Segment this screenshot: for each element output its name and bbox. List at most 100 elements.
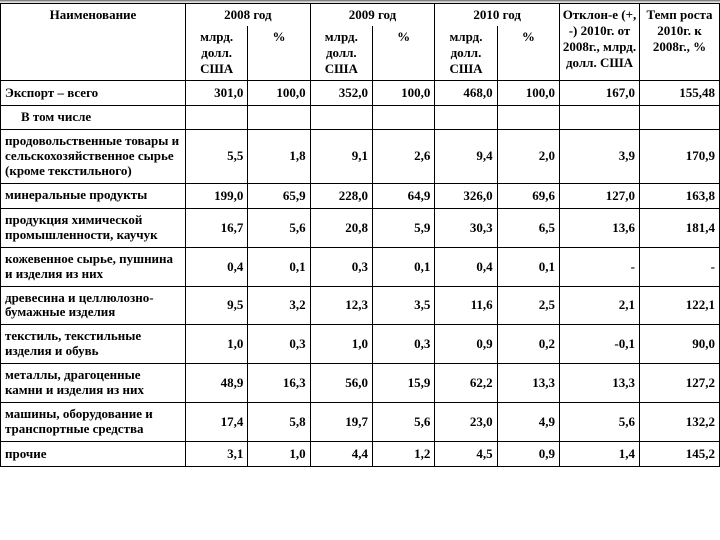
cell-v2008: 0,4 (186, 247, 248, 286)
col-2010: 2010 год (435, 4, 560, 27)
table-body: Экспорт – всего301,0100,0352,0100,0468,0… (1, 81, 720, 467)
cell-p2010: 0,1 (497, 247, 559, 286)
col-2010-pct: % (497, 26, 559, 81)
cell (310, 106, 372, 130)
cell-dev: 2,1 (560, 286, 640, 325)
cell-p2008: 5,8 (248, 403, 310, 442)
row-label: продовольственные товары и сельскохозяйс… (1, 129, 186, 183)
cell-p2008: 3,2 (248, 286, 310, 325)
cell-p2009: 1,2 (372, 442, 434, 467)
table-row: древесина и целлюлозно-бумажные изделия9… (1, 286, 720, 325)
cell-v2010: 4,5 (435, 442, 497, 467)
cell-p2009: 5,6 (372, 403, 434, 442)
cell-v2009: 20,8 (310, 208, 372, 247)
cell-v2010: 30,3 (435, 208, 497, 247)
cell-p2009: 0,3 (372, 325, 434, 364)
col-2008-pct: % (248, 26, 310, 81)
cell-v2010: 0,9 (435, 325, 497, 364)
cell (560, 106, 640, 130)
row-label: минеральные продукты (1, 183, 186, 208)
row-label: металлы, драгоценные камни и изделия из … (1, 364, 186, 403)
col-2008: 2008 год (186, 4, 311, 27)
cell (435, 106, 497, 130)
cell-p2009: 64,9 (372, 183, 434, 208)
cell-p2009: 3,5 (372, 286, 434, 325)
cell-v2009: 12,3 (310, 286, 372, 325)
col-deviation: Отклон-е (+, -) 2010г. от 2008г., млрд. … (560, 4, 640, 81)
cell-p2009: 100,0 (372, 81, 434, 106)
cell-dev: 1,4 (560, 442, 640, 467)
table-row: прочие3,11,04,41,24,50,91,4145,2 (1, 442, 720, 467)
cell-p2010: 2,0 (497, 129, 559, 183)
table-row: минеральные продукты199,065,9228,064,932… (1, 183, 720, 208)
cell-v2009: 4,4 (310, 442, 372, 467)
cell-dev: - (560, 247, 640, 286)
cell-v2009: 56,0 (310, 364, 372, 403)
cell-p2008: 16,3 (248, 364, 310, 403)
row-label: текстиль, текстильные изделия и обувь (1, 325, 186, 364)
cell-v2009: 352,0 (310, 81, 372, 106)
cell-v2009: 9,1 (310, 129, 372, 183)
cell-tempo: 90,0 (640, 325, 720, 364)
table-row: продовольственные товары и сельскохозяйс… (1, 129, 720, 183)
col-2009-mlrd: млрд. долл. США (310, 26, 372, 81)
cell-p2010: 0,9 (497, 442, 559, 467)
cell-v2010: 23,0 (435, 403, 497, 442)
cell-p2008: 0,1 (248, 247, 310, 286)
cell-v2010: 468,0 (435, 81, 497, 106)
cell-tempo: 170,9 (640, 129, 720, 183)
cell (640, 106, 720, 130)
cell-dev: 167,0 (560, 81, 640, 106)
cell-p2010: 4,9 (497, 403, 559, 442)
col-2009-pct: % (372, 26, 434, 81)
cell-tempo: 163,8 (640, 183, 720, 208)
col-name: Наименование (1, 4, 186, 81)
cell-p2010: 0,2 (497, 325, 559, 364)
export-table: Наименование 2008 год 2009 год 2010 год … (0, 3, 720, 467)
row-label: Экспорт – всего (1, 81, 186, 106)
cell-p2010: 69,6 (497, 183, 559, 208)
cell-p2009: 2,6 (372, 129, 434, 183)
cell-v2008: 9,5 (186, 286, 248, 325)
cell-v2009: 19,7 (310, 403, 372, 442)
cell-v2008: 1,0 (186, 325, 248, 364)
cell-tempo: - (640, 247, 720, 286)
cell-v2009: 1,0 (310, 325, 372, 364)
col-2010-mlrd: млрд. долл. США (435, 26, 497, 81)
table-row: В том числе (1, 106, 720, 130)
cell-v2009: 228,0 (310, 183, 372, 208)
cell-v2008: 17,4 (186, 403, 248, 442)
col-2008-mlrd: млрд. долл. США (186, 26, 248, 81)
row-label: кожевенное сырье, пушнина и изделия из н… (1, 247, 186, 286)
cell-p2010: 2,5 (497, 286, 559, 325)
cell (248, 106, 310, 130)
cell-tempo: 127,2 (640, 364, 720, 403)
cell-tempo: 145,2 (640, 442, 720, 467)
cell-dev: 3,9 (560, 129, 640, 183)
cell-dev: 5,6 (560, 403, 640, 442)
cell-v2009: 0,3 (310, 247, 372, 286)
cell-dev: 13,3 (560, 364, 640, 403)
cell-p2009: 0,1 (372, 247, 434, 286)
table-row: текстиль, текстильные изделия и обувь1,0… (1, 325, 720, 364)
table-row: продукция химической промышленности, кау… (1, 208, 720, 247)
row-label: продукция химической промышленности, кау… (1, 208, 186, 247)
cell-v2010: 11,6 (435, 286, 497, 325)
cell-dev: 13,6 (560, 208, 640, 247)
cell-tempo: 122,1 (640, 286, 720, 325)
cell-p2010: 100,0 (497, 81, 559, 106)
cell-v2008: 5,5 (186, 129, 248, 183)
cell-dev: -0,1 (560, 325, 640, 364)
cell-p2008: 5,6 (248, 208, 310, 247)
col-2009: 2009 год (310, 4, 435, 27)
cell-p2008: 1,8 (248, 129, 310, 183)
cell-p2008: 0,3 (248, 325, 310, 364)
cell-v2008: 48,9 (186, 364, 248, 403)
cell-v2010: 9,4 (435, 129, 497, 183)
cell-p2008: 100,0 (248, 81, 310, 106)
table-header: Наименование 2008 год 2009 год 2010 год … (1, 4, 720, 81)
table-row: Экспорт – всего301,0100,0352,0100,0468,0… (1, 81, 720, 106)
table-row: металлы, драгоценные камни и изделия из … (1, 364, 720, 403)
row-label: прочие (1, 442, 186, 467)
cell-v2008: 16,7 (186, 208, 248, 247)
